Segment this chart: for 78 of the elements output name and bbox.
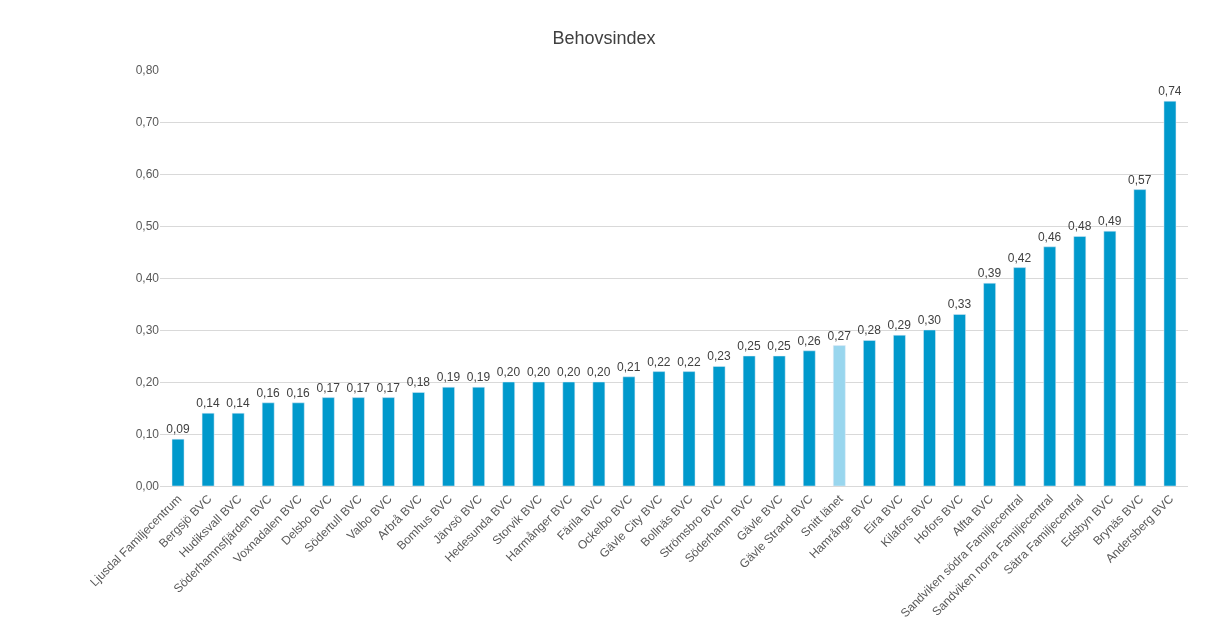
data-label: 0,30: [917, 313, 942, 327]
y-tick-label: 0,50: [135, 219, 160, 234]
bar: [292, 402, 305, 486]
bar: [171, 438, 185, 486]
bar: [1073, 236, 1087, 486]
data-label: 0,09: [166, 422, 190, 437]
data-label: 0,48: [1067, 219, 1092, 234]
data-label: 0,42: [1007, 250, 1032, 265]
bar: [893, 334, 906, 486]
data-label: 0,14: [226, 396, 250, 411]
bar: [953, 314, 966, 486]
y-tick-label: 0,40: [135, 271, 160, 286]
data-label: 0,22: [677, 354, 701, 369]
bar: [652, 371, 666, 486]
y-tick-label: 0,10: [135, 427, 160, 442]
data-label: 0,57: [1128, 172, 1152, 187]
bar: [231, 412, 245, 486]
data-label: 0,20: [496, 365, 521, 379]
y-tick-label: 0,70: [135, 115, 160, 130]
y-tick-label: 0,30: [135, 323, 160, 338]
bar: [863, 340, 876, 486]
data-label: 0,17: [316, 380, 341, 395]
data-label: 0,20: [526, 365, 551, 379]
data-label: 0,16: [256, 385, 281, 400]
y-tick-label: 0,80: [135, 63, 160, 78]
data-label: 0,49: [1098, 214, 1122, 229]
bar: [833, 345, 846, 486]
bar: [442, 386, 455, 486]
bar: [712, 366, 726, 486]
bar: [803, 350, 816, 486]
bar: [261, 402, 275, 486]
y-tick-label: 0,60: [135, 167, 160, 182]
bar: [622, 376, 636, 486]
bar: [1013, 267, 1026, 486]
data-label: 0,20: [556, 365, 581, 379]
data-label: 0,20: [587, 365, 611, 379]
bar: [742, 355, 756, 486]
bar: [322, 397, 335, 486]
bar: [201, 412, 215, 486]
bar: [592, 381, 606, 486]
bar: [532, 381, 545, 486]
y-tick-label: 0,00: [135, 479, 160, 494]
bar: [352, 397, 365, 486]
data-label: 0,22: [647, 354, 671, 369]
chart-title: Behovsindex: [552, 28, 656, 49]
data-label: 0,39: [977, 266, 1002, 281]
data-label: 0,16: [286, 385, 311, 400]
bar: [1133, 189, 1147, 486]
data-label: 0,26: [797, 333, 822, 348]
bar: [412, 392, 425, 486]
data-label: 0,25: [767, 339, 792, 353]
data-label: 0,25: [737, 339, 761, 353]
bar: [772, 355, 786, 486]
data-label: 0,29: [887, 318, 912, 333]
data-label: 0,27: [827, 328, 852, 343]
bar: [983, 282, 996, 486]
bar: [682, 371, 696, 486]
data-label: 0,21: [617, 359, 641, 374]
bar: [1103, 230, 1117, 486]
data-label: 0,14: [196, 396, 220, 411]
data-label: 0,18: [406, 375, 431, 390]
data-label: 0,74: [1158, 84, 1182, 99]
data-label: 0,17: [376, 380, 401, 395]
bar: [382, 397, 395, 486]
y-tick-label: 0,20: [135, 375, 160, 390]
bar: [562, 381, 576, 486]
data-label: 0,19: [466, 370, 491, 385]
bar: [923, 329, 936, 486]
bar: [1163, 100, 1177, 486]
data-label: 0,23: [707, 349, 731, 364]
data-label: 0,33: [947, 297, 972, 312]
bar: [472, 386, 485, 486]
bar: [502, 381, 515, 486]
data-label: 0,17: [346, 380, 371, 395]
data-label: 0,19: [436, 370, 461, 385]
data-label: 0,46: [1037, 229, 1062, 244]
bar: [1043, 246, 1056, 486]
data-label: 0,28: [857, 323, 882, 338]
